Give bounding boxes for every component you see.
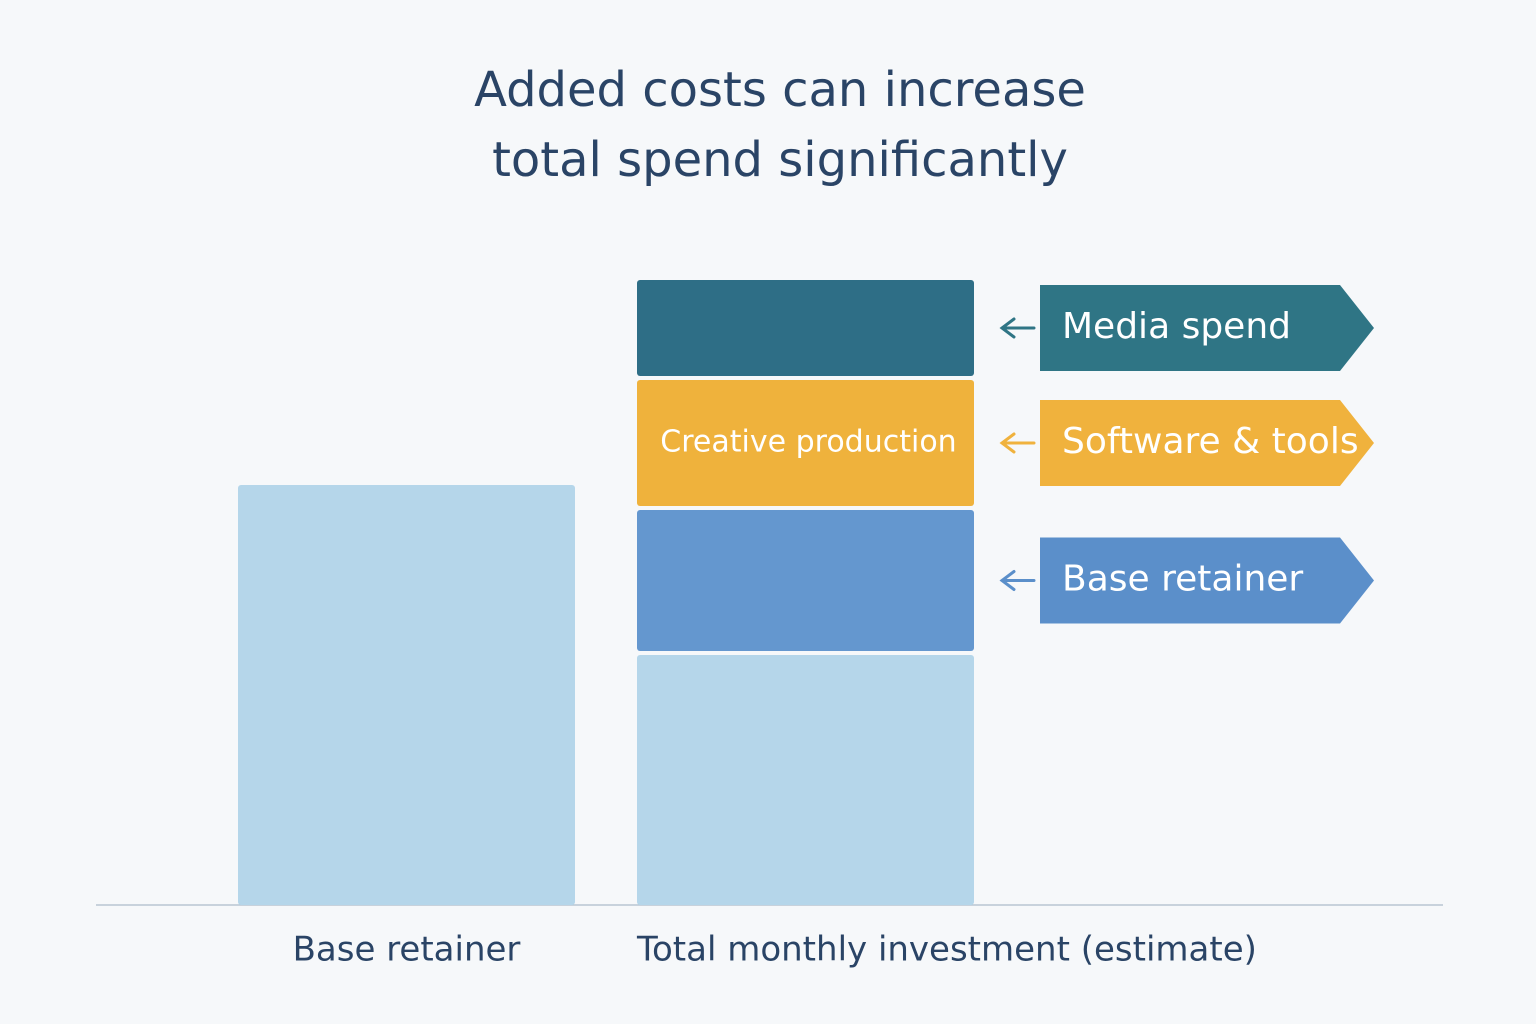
callout-arrow: [999, 570, 1036, 591]
segment-label: Creative production: [660, 425, 956, 460]
x-tick-label: Base retainer: [293, 930, 521, 970]
chart-title: total spend significantly: [492, 132, 1068, 188]
callout-label: Software & tools: [1062, 421, 1359, 462]
bar-segment: [637, 380, 974, 506]
bar-segment: [637, 280, 974, 376]
callout-arrow: [999, 432, 1036, 454]
callout-arrow: [999, 317, 1036, 339]
callout-label: Base retainer: [1062, 559, 1303, 600]
bar-segment: [637, 510, 974, 651]
x-tick-label: Total monthly investment (estimate): [636, 930, 1257, 970]
bar-segment: [238, 485, 575, 905]
callout-label: Media spend: [1062, 306, 1291, 347]
callout-tag: [1040, 537, 1374, 624]
chart-title: Added costs can increase: [474, 62, 1086, 118]
callout-tag: [1040, 285, 1374, 371]
bar-segment: [637, 655, 974, 905]
callout-tag: [1040, 400, 1374, 486]
